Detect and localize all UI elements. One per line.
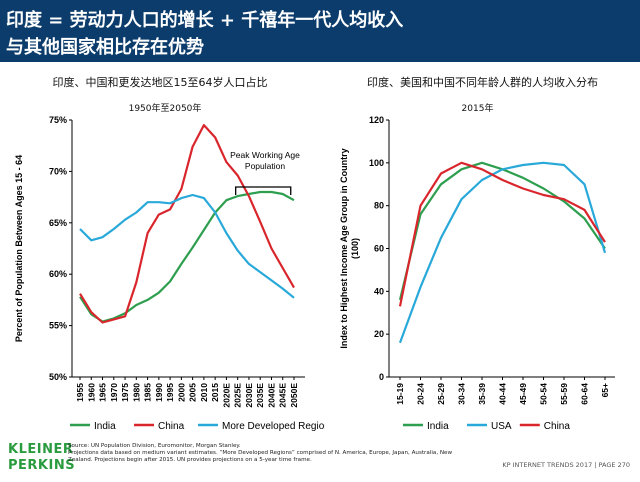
chart1-x-tick-label: 1955 bbox=[75, 383, 85, 402]
chart1-x-tick-label: 2020E bbox=[221, 383, 231, 408]
chart1-x-tick-label: 1980 bbox=[131, 383, 141, 402]
chart2-y-axis-label-line: Index to Highest Income Age Group in Cou… bbox=[339, 148, 349, 348]
chart1-y-tick-label: 65% bbox=[49, 218, 67, 228]
chart1-x-tick-label: 2010 bbox=[199, 383, 209, 402]
footer-page-label: KP INTERNET TRENDS 2017 | PAGE 270 bbox=[502, 461, 630, 469]
chart1-y-axis-label: Percent of Population Between Ages 15 - … bbox=[14, 155, 24, 342]
chart2-series-china-line bbox=[398, 161, 606, 307]
chart1-x-tick-label: 1965 bbox=[98, 383, 108, 402]
chart1-x-tick-label: 2045E bbox=[278, 383, 288, 408]
chart1-series-more-developed-regions-line bbox=[79, 193, 295, 299]
chart1-legend-label-india: India bbox=[94, 421, 116, 432]
chart2-x-tick-label: 60-64 bbox=[580, 383, 590, 405]
chart1-annotation-line1: Peak Working Age bbox=[230, 150, 300, 160]
chart1-x-tick-label: 2035E bbox=[255, 383, 265, 408]
chart1-x-tick-label: 1995 bbox=[165, 383, 175, 402]
chart2-legend-label-india: India bbox=[427, 421, 449, 432]
chart2-y-tick-label: 20 bbox=[374, 329, 384, 339]
chart2-x-tick-label: 65+ bbox=[600, 383, 610, 397]
chart1-x-tick-label: 2050E bbox=[289, 383, 299, 408]
chart2-y-tick-label: 80 bbox=[374, 201, 384, 211]
chart2-y-axis-label: Index to Highest Income Age Group in Cou… bbox=[339, 148, 360, 348]
chart1-x-tick-label: 1990 bbox=[154, 383, 164, 402]
chart2-series-usa-line bbox=[398, 161, 607, 344]
chart2-title: 印度、美国和中国不同年龄人群的人均收入分布 bbox=[367, 76, 598, 89]
footer-source-line: Source: UN Population Division, Euromoni… bbox=[68, 443, 241, 449]
chart1-x-tick-label: 2015 bbox=[210, 383, 220, 402]
chart1-series-india-line bbox=[79, 190, 295, 323]
chart1-x-tick-label: 2005 bbox=[188, 383, 198, 402]
chart2-y-tick-label: 60 bbox=[374, 244, 384, 254]
chart1-annotation-line2: Population bbox=[245, 161, 285, 171]
chart1-x-tick-label: 1985 bbox=[143, 383, 153, 402]
chart1-title: 印度、中国和更发达地区15至64岁人口占比 bbox=[52, 76, 268, 89]
chart1-legend-label-china: China bbox=[158, 421, 185, 432]
chart1-population-share: 50% 55% 60% 65% 70% 75% Percent of Population … bbox=[14, 115, 325, 432]
kp-logo-line1: KLEINER bbox=[8, 442, 74, 457]
chart1-y-tick-label: 60% bbox=[49, 269, 67, 279]
chart2-income-index: 0 20 40 60 80 100 120 Index to Highest Income A… bbox=[339, 115, 615, 432]
chart1-x-tick-label: 1970 bbox=[109, 383, 119, 402]
chart1-x-tick-label: 2000 bbox=[176, 383, 186, 402]
chart2-subtitle: 2015年 bbox=[461, 104, 494, 114]
chart1-x-tick-label: 2025E bbox=[233, 383, 243, 408]
slide-title-line1: 印度 = 劳动力人口的增长 + 千禧年一代人均收入 bbox=[6, 10, 404, 31]
slide-header: 印度 = 劳动力人口的增长 + 千禧年一代人均收入 与其他国家相比存在优势 bbox=[0, 0, 640, 62]
chart1-x-tick-label: 1960 bbox=[86, 383, 96, 402]
footer-note: Projections data based on medium variant… bbox=[68, 450, 453, 463]
chart2-x-tick-label: 40-44 bbox=[498, 383, 508, 405]
chart2-y-tick-label: 100 bbox=[369, 158, 384, 168]
chart1-y-tick-label: 50% bbox=[49, 372, 67, 382]
chart2-y-tick-label: 120 bbox=[369, 115, 384, 125]
chart1-x-tick-label: 1975 bbox=[120, 383, 130, 402]
chart2-x-tick-label: 15-19 bbox=[395, 383, 405, 405]
chart1-peak-bracket bbox=[235, 186, 292, 195]
chart1-y-tick-label: 55% bbox=[49, 321, 67, 331]
chart2-legend-label-china: China bbox=[544, 421, 571, 432]
chart2-x-tick-label: 20-24 bbox=[416, 383, 426, 405]
chart1-series-china-line bbox=[79, 124, 295, 324]
chart1-y-tick-label: 75% bbox=[49, 115, 67, 125]
chart2-x-tick-label: 45-49 bbox=[518, 383, 528, 405]
chart2-y-axis-label-line: (100) bbox=[350, 238, 360, 259]
chart1-legend-label-more-developed-regions: More Developed Regions bbox=[222, 421, 325, 432]
chart2-x-tick-label: 35-39 bbox=[477, 383, 487, 405]
footer-source: Source: UN Population Division, Euromoni… bbox=[68, 443, 468, 464]
chart1-subtitle: 1950年至2050年 bbox=[128, 104, 202, 114]
chart2-x-tick-label: 55-59 bbox=[559, 383, 569, 405]
chart2-y-tick-label: 0 bbox=[379, 372, 384, 382]
chart2-x-tick-label: 25-29 bbox=[436, 383, 446, 405]
slide-title-line2: 与其他国家相比存在优势 bbox=[6, 37, 204, 58]
chart2-x-tick-label: 30-34 bbox=[457, 383, 467, 405]
chart1-x-tick-label: 2030E bbox=[244, 383, 254, 408]
chart2-legend-label-usa: USA bbox=[491, 421, 512, 432]
chart1-x-tick-label: 2040E bbox=[266, 383, 276, 408]
chart2-x-tick-label: 50-54 bbox=[539, 383, 549, 405]
chart2-series-india-line bbox=[398, 161, 606, 301]
chart1-y-tick-label: 70% bbox=[49, 166, 67, 176]
kp-logo-line2: PERKINS bbox=[8, 458, 76, 473]
chart2-y-tick-label: 40 bbox=[374, 286, 384, 296]
